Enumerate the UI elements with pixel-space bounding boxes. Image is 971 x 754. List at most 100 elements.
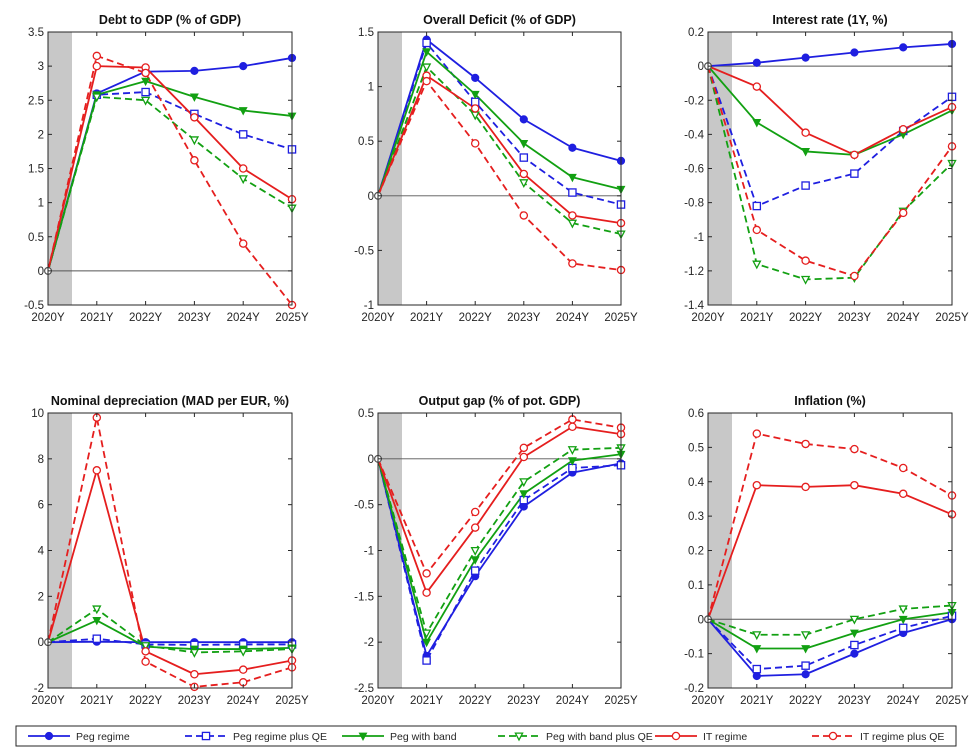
data-point-peg_qe [520, 154, 527, 161]
y-tick-label: 0.3 [688, 511, 704, 523]
plot-frame [708, 413, 952, 688]
data-point-peg_qe [900, 624, 907, 631]
y-tick-label: -0.4 [684, 129, 704, 141]
y-tick-label: 0 [698, 614, 704, 626]
data-point-peg_qe [802, 182, 809, 189]
x-tick-label: 2023Y [838, 695, 872, 707]
x-tick-label: 2025Y [604, 695, 638, 707]
data-point-it [142, 648, 149, 655]
x-tick-label: 2022Y [459, 312, 493, 324]
y-tick-label: 0 [38, 266, 44, 278]
data-point-it_qe [520, 444, 527, 451]
x-tick-label: 2024Y [887, 695, 921, 707]
x-tick-label: 2021Y [410, 312, 444, 324]
data-point-it [802, 129, 809, 136]
x-tick-label: 2025Y [935, 695, 969, 707]
plot-frame [378, 32, 621, 305]
y-tick-label: 0 [368, 454, 374, 466]
data-point-it_qe [423, 570, 430, 577]
y-tick-label: -1 [694, 232, 704, 244]
data-point-it [472, 105, 479, 112]
y-tick-label: -1 [364, 546, 374, 558]
data-point-it [520, 170, 527, 177]
data-point-peg [851, 650, 858, 657]
x-tick-label: 2025Y [275, 695, 309, 707]
series-line-it_qe [378, 419, 621, 573]
x-tick-label: 2022Y [459, 695, 493, 707]
data-point-it [520, 453, 527, 460]
data-point-it_qe [520, 212, 527, 219]
data-point-peg_qe [93, 635, 100, 642]
y-tick-label: 3 [38, 61, 44, 73]
y-tick-label: 0.5 [358, 408, 374, 420]
x-tick-label: 2022Y [129, 695, 163, 707]
plot-frame [48, 32, 292, 305]
legend-marker-peg_qe [202, 732, 209, 739]
x-tick-label: 2021Y [410, 695, 444, 707]
y-tick-label: 0.5 [28, 232, 44, 244]
series-line-it [378, 427, 621, 593]
legend-label-band: Peg with band [390, 731, 457, 743]
data-point-it_qe [802, 257, 809, 264]
y-tick-label: 0.5 [358, 136, 374, 148]
data-point-peg_qe [569, 189, 576, 196]
legend-label-peg: Peg regime [76, 731, 130, 743]
series-line-it [708, 485, 952, 619]
x-tick-label: 2024Y [887, 312, 921, 324]
data-point-band [520, 141, 527, 148]
data-point-peg_qe [423, 39, 430, 46]
x-tick-label: 2023Y [178, 312, 212, 324]
data-point-it [900, 490, 907, 497]
series-line-it [708, 66, 952, 155]
data-point-band_qe [851, 616, 858, 623]
data-point-it [569, 212, 576, 219]
data-point-it [753, 83, 760, 90]
data-point-band_qe [569, 447, 576, 454]
data-point-band_qe [802, 277, 809, 284]
x-tick-label: 2020Y [691, 312, 725, 324]
y-tick-label: -0.5 [354, 500, 374, 512]
data-point-it_qe [900, 209, 907, 216]
data-point-peg [753, 59, 760, 66]
series-line-it_qe [708, 434, 952, 620]
panel-title: Interest rate (1Y, %) [772, 13, 887, 27]
series-line-band [378, 52, 621, 196]
data-point-it [753, 482, 760, 489]
data-point-peg [240, 63, 247, 70]
data-point-band_qe [472, 548, 479, 555]
data-point-peg_qe [851, 170, 858, 177]
series-line-it [48, 66, 292, 271]
data-point-it_qe [851, 445, 858, 452]
data-point-it [851, 482, 858, 489]
series-line-peg_qe [708, 66, 952, 206]
y-tick-label: -0.5 [354, 245, 374, 257]
x-tick-label: 2020Y [691, 695, 725, 707]
data-point-it_qe [569, 260, 576, 267]
y-tick-label: 2 [38, 591, 44, 603]
y-tick-label: -0.1 [684, 649, 704, 661]
legend-marker-it_qe [829, 732, 836, 739]
data-point-it [900, 126, 907, 133]
y-tick-label: -2.5 [354, 683, 374, 695]
data-point-band_qe [191, 137, 198, 144]
data-point-peg [851, 49, 858, 56]
data-point-peg [900, 44, 907, 51]
data-point-band_qe [240, 176, 247, 183]
x-tick-label: 2023Y [507, 695, 541, 707]
x-tick-label: 2022Y [129, 312, 163, 324]
data-point-it [423, 589, 430, 596]
data-point-peg [802, 54, 809, 61]
x-tick-label: 2023Y [507, 312, 541, 324]
panel-title: Overall Deficit (% of GDP) [423, 13, 576, 27]
y-tick-label: 0.2 [688, 546, 704, 558]
x-tick-label: 2020Y [31, 695, 65, 707]
series-line-band_qe [48, 609, 292, 653]
series-line-band [708, 66, 952, 155]
x-tick-label: 2023Y [178, 695, 212, 707]
y-tick-label: 0.1 [688, 580, 704, 592]
series-line-it_qe [48, 418, 292, 687]
plot-frame [48, 413, 292, 688]
legend-marker-peg [45, 732, 52, 739]
x-tick-label: 2021Y [80, 695, 114, 707]
y-tick-label: -1.2 [684, 266, 704, 278]
